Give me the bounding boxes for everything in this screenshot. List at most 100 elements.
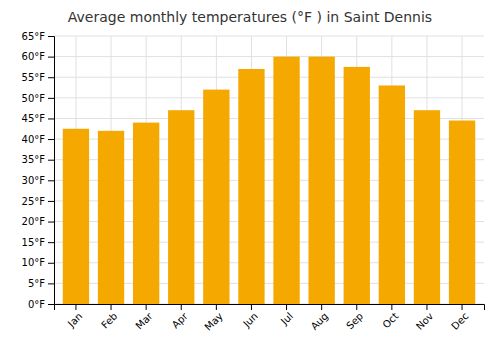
- tick: 60°F: [22, 51, 54, 62]
- bar: [203, 90, 229, 304]
- tick: Jun: [240, 304, 260, 330]
- title: Average monthly temperatures (°F ) in Sa…: [68, 9, 432, 25]
- tick-label: 20°F: [22, 216, 46, 227]
- tick-mark: [75, 304, 76, 310]
- tick-label: Mar: [134, 310, 156, 332]
- tick: 15°F: [22, 237, 54, 248]
- tick: 45°F: [22, 113, 54, 124]
- bar: [379, 85, 405, 304]
- bar: [344, 67, 370, 304]
- tick-label: Jan: [65, 310, 84, 329]
- tick: Mar: [134, 304, 156, 331]
- tick-label: Jun: [240, 310, 260, 330]
- tick-label: Sep: [344, 310, 365, 331]
- tick-label: 35°F: [22, 154, 46, 165]
- tick: Nov: [414, 304, 436, 332]
- tick-label: Aug: [309, 310, 331, 332]
- tick-label: 60°F: [22, 51, 46, 62]
- y-axis: 0°F 5°F 10°F 15°F 20°F 25°F 30°F 35°F 40°F 45°F 50…: [22, 31, 55, 310]
- tick-mark: [48, 263, 54, 264]
- tick-mark: [181, 304, 182, 310]
- plot: 0°F 5°F 10°F 15°F 20°F 25°F 30°F 35°F 40°F 45°F 50…: [22, 31, 485, 333]
- tick-label: 25°F: [22, 196, 46, 207]
- tick-label: Apr: [170, 310, 191, 331]
- tick-mark: [321, 304, 322, 310]
- x-axis: Jan Feb Mar Apr May Jun Jul Aug Sep Oct Nov Dec: [55, 304, 485, 333]
- tick-label: 40°F: [22, 134, 46, 145]
- tick-label: 55°F: [22, 72, 46, 83]
- tick: 0°F: [28, 299, 54, 310]
- tick-label: 5°F: [28, 278, 45, 289]
- tick-mark: [48, 160, 54, 161]
- tick-label: Oct: [380, 310, 400, 330]
- bar: [133, 123, 159, 304]
- tick: Apr: [170, 304, 191, 330]
- bar: [98, 131, 124, 304]
- tick: 65°F: [22, 31, 54, 42]
- tick: Aug: [309, 304, 331, 332]
- chart: Average monthly temperatures (°F ) in Sa…: [0, 0, 500, 350]
- tick-mark: [216, 304, 217, 310]
- tick-mark: [391, 304, 392, 310]
- tick-mark: [426, 304, 427, 310]
- tick-mark: [48, 57, 54, 58]
- tick-mark: [48, 118, 54, 119]
- tick: 50°F: [22, 93, 54, 104]
- tick-label: 0°F: [28, 299, 45, 310]
- tick: Oct: [380, 304, 400, 330]
- tick-mark: [48, 77, 54, 78]
- tick-label: May: [202, 310, 224, 332]
- tick-mark: [48, 201, 54, 202]
- grid-line: [54, 56, 484, 57]
- tick-label: 30°F: [22, 175, 46, 186]
- tick: 30°F: [22, 175, 54, 186]
- tick: 5°F: [28, 278, 54, 289]
- grid-line: [54, 97, 484, 98]
- tick-label: 45°F: [22, 113, 46, 124]
- tick-label: Dec: [449, 310, 470, 331]
- grid-line: [54, 36, 484, 37]
- tick-mark: [48, 283, 54, 284]
- tick-mark: [48, 222, 54, 223]
- tick: Sep: [344, 304, 365, 331]
- bar: [414, 110, 440, 304]
- tick-mark: [251, 304, 252, 310]
- tick-label: Jul: [278, 310, 295, 327]
- bar: [238, 69, 264, 304]
- bar: [168, 110, 194, 304]
- tick-mark: [48, 36, 54, 37]
- tick: May: [202, 304, 224, 333]
- tick: 40°F: [22, 134, 54, 145]
- tick: Jan: [65, 304, 84, 330]
- tick-label: 10°F: [22, 257, 46, 268]
- grid: [54, 36, 484, 304]
- tick: 25°F: [22, 196, 54, 207]
- tick-mark: [48, 242, 54, 243]
- bars: [63, 57, 475, 304]
- tick: 55°F: [22, 72, 54, 83]
- bar: [63, 129, 89, 304]
- bar: [273, 57, 299, 304]
- tick: 20°F: [22, 216, 54, 227]
- tick-label: 65°F: [22, 31, 46, 42]
- axis-line: [55, 305, 485, 311]
- tick-mark: [48, 180, 54, 181]
- tick-label: Nov: [414, 310, 436, 332]
- tick-mark: [48, 139, 54, 140]
- tick: Feb: [99, 304, 119, 331]
- tick-mark: [356, 304, 357, 310]
- tick-label: 15°F: [22, 237, 46, 248]
- tick-mark: [48, 98, 54, 99]
- grid-line: [54, 77, 484, 78]
- tick: Dec: [449, 304, 470, 332]
- tick: Jul: [278, 304, 295, 327]
- tick-mark: [48, 304, 54, 305]
- tick-label: Feb: [99, 310, 119, 330]
- axis-line: [48, 37, 55, 305]
- tick-mark: [111, 304, 112, 310]
- bar: [449, 121, 475, 304]
- tick-mark: [286, 304, 287, 310]
- tick: 35°F: [22, 154, 54, 165]
- tick-mark: [462, 304, 463, 310]
- tick: 10°F: [22, 257, 54, 268]
